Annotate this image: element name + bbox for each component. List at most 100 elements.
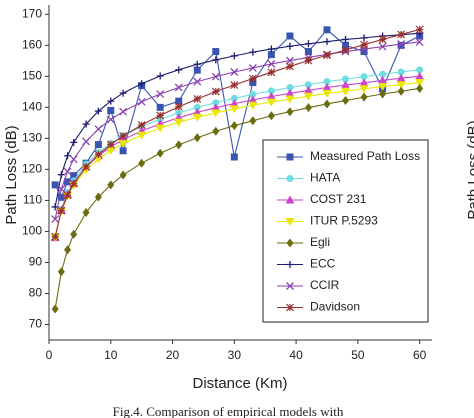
marker <box>137 121 146 129</box>
marker <box>138 158 146 168</box>
marker <box>193 103 201 111</box>
legend-label: HATA <box>310 171 340 185</box>
marker <box>360 34 368 42</box>
x-tick-label: 40 <box>289 348 303 362</box>
marker <box>82 120 90 128</box>
marker <box>342 41 350 49</box>
marker <box>323 38 331 46</box>
marker <box>63 167 72 176</box>
marker <box>230 68 239 76</box>
marker <box>156 103 164 111</box>
marker <box>416 66 424 74</box>
y-tick-label: 160 <box>22 37 42 51</box>
marker <box>51 304 59 314</box>
y-tick-label: 140 <box>22 100 42 114</box>
marker <box>267 59 276 68</box>
marker <box>322 83 332 92</box>
marker <box>211 87 220 96</box>
x-tick-label: 50 <box>351 348 365 362</box>
marker <box>379 89 387 99</box>
marker <box>175 140 183 150</box>
marker <box>57 184 66 193</box>
marker <box>174 83 183 92</box>
marker <box>70 229 78 239</box>
marker <box>396 81 406 90</box>
marker <box>156 72 164 80</box>
marker <box>107 97 115 105</box>
marker <box>323 51 331 60</box>
legend-label: Davidson <box>310 300 360 314</box>
x-tick-label: 60 <box>413 348 427 362</box>
marker <box>64 245 72 255</box>
marker <box>94 141 102 149</box>
marker <box>248 74 257 83</box>
marker <box>303 85 313 94</box>
marker <box>64 178 72 186</box>
marker <box>212 56 220 64</box>
marker <box>397 41 405 49</box>
marker <box>303 92 313 101</box>
marker <box>212 99 220 107</box>
marker <box>82 208 90 218</box>
marker <box>397 30 406 39</box>
y-tick-label: 70 <box>29 317 43 331</box>
x-axis-title: Distance (Km) <box>192 375 287 392</box>
marker <box>69 155 78 164</box>
marker <box>416 83 424 93</box>
marker <box>138 80 146 88</box>
marker <box>323 99 331 109</box>
marker <box>230 81 239 89</box>
marker <box>175 66 183 74</box>
marker <box>94 150 103 159</box>
marker <box>304 103 312 113</box>
legend: Measured Path Loss HATA COST 231 ITUR P.529… <box>262 139 429 323</box>
x-tick-label: 10 <box>104 348 118 362</box>
marker <box>175 109 183 117</box>
marker <box>323 78 331 86</box>
marker <box>175 97 183 105</box>
marker <box>396 73 406 82</box>
marker <box>342 96 350 106</box>
legend-label: ECC <box>310 257 336 271</box>
marker <box>211 103 221 112</box>
marker <box>415 25 424 34</box>
marker <box>212 126 220 136</box>
legend-marker <box>285 195 295 204</box>
marker <box>360 48 368 56</box>
series-line <box>54 87 420 310</box>
y-axis-title: Path Loss (dB) <box>3 125 20 224</box>
marker <box>137 97 146 106</box>
marker <box>378 42 387 51</box>
x-tick-label: 30 <box>228 348 242 362</box>
marker <box>57 206 66 215</box>
marker <box>193 95 202 103</box>
marker <box>267 87 275 95</box>
marker <box>248 101 258 110</box>
marker <box>230 121 238 131</box>
marker <box>119 89 127 97</box>
y-tick-label: 120 <box>22 162 42 176</box>
marker <box>249 90 257 98</box>
marker <box>193 66 201 74</box>
y-tick-label: 90 <box>29 255 43 269</box>
legend-label: Measured Path Loss <box>310 149 420 163</box>
marker <box>341 46 350 54</box>
marker <box>286 107 294 117</box>
marker <box>193 77 202 86</box>
marker <box>106 140 115 149</box>
marker <box>359 85 369 94</box>
marker <box>82 137 91 146</box>
marker <box>267 111 275 121</box>
marker <box>304 56 313 65</box>
marker <box>119 147 127 155</box>
marker <box>248 64 257 72</box>
marker <box>94 125 103 134</box>
legend-marker <box>286 175 294 182</box>
marker <box>174 118 184 127</box>
marker <box>211 72 220 81</box>
marker <box>229 99 239 108</box>
marker <box>230 94 238 102</box>
x-tick-label: 0 <box>46 348 53 362</box>
marker <box>285 95 295 104</box>
marker <box>341 87 351 96</box>
